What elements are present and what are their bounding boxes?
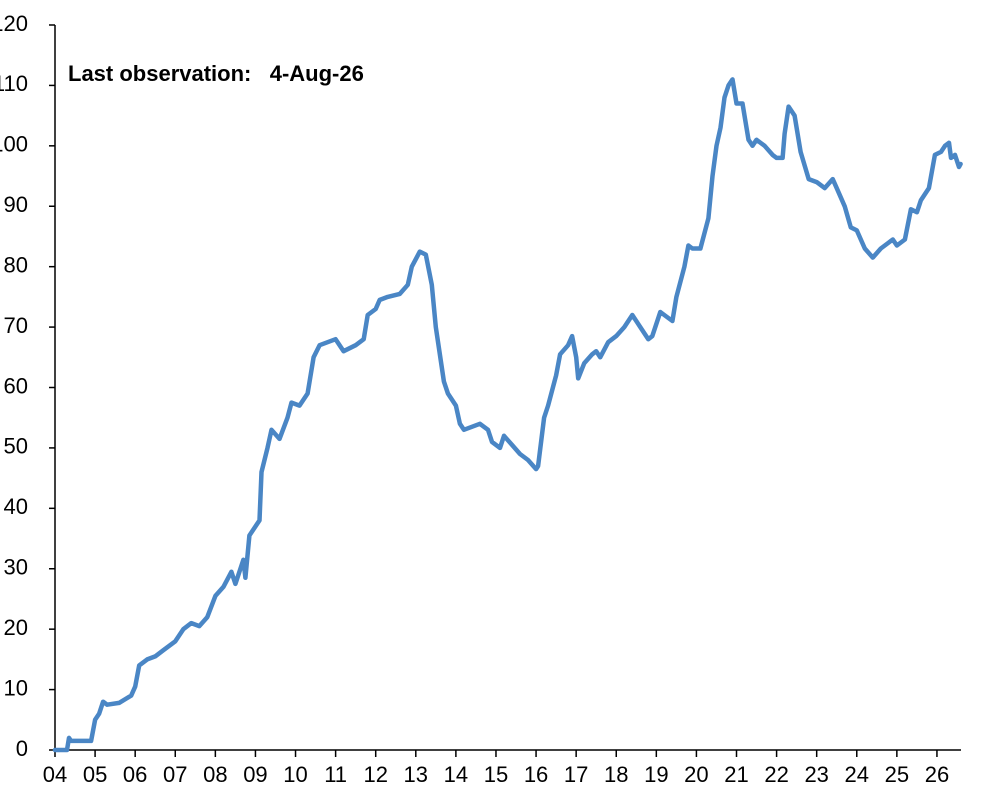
- x-tick-label: 23: [804, 762, 828, 787]
- y-tick-label: 0: [16, 736, 28, 761]
- x-tick-label: 14: [444, 762, 468, 787]
- x-tick-label: 17: [564, 762, 588, 787]
- x-tick-label: 05: [83, 762, 107, 787]
- x-tick-label: 21: [724, 762, 748, 787]
- x-tick-label: 07: [163, 762, 187, 787]
- y-tick-label: 30: [4, 555, 28, 580]
- x-tick-label: 22: [764, 762, 788, 787]
- y-tick-label: 90: [4, 192, 28, 217]
- x-tick-label: 16: [524, 762, 548, 787]
- y-tick-label: 110: [0, 71, 28, 96]
- x-tick-label: 06: [123, 762, 147, 787]
- y-tick-label: 70: [4, 313, 28, 338]
- x-tick-label: 10: [283, 762, 307, 787]
- x-tick-label: 04: [43, 762, 67, 787]
- x-tick-label: 26: [925, 762, 949, 787]
- x-tick-label: 20: [684, 762, 708, 787]
- y-tick-label: 100: [0, 132, 28, 157]
- x-tick-label: 25: [885, 762, 909, 787]
- y-tick-label: 80: [4, 252, 28, 277]
- annotation: Last observation: 4-Aug-26: [68, 61, 364, 86]
- x-tick-label: 15: [484, 762, 508, 787]
- x-tick-label: 24: [845, 762, 869, 787]
- data-line: [52, 77, 963, 753]
- x-tick-label: 11: [324, 762, 347, 787]
- y-tick-label: 50: [4, 434, 28, 459]
- x-tick-label: 12: [363, 762, 387, 787]
- y-tick-label: 20: [4, 615, 28, 640]
- x-tick-label: 09: [243, 762, 267, 787]
- x-tick-label: 19: [644, 762, 668, 787]
- y-tick-label: 10: [4, 675, 28, 700]
- x-tick-label: 08: [203, 762, 227, 787]
- x-tick-label: 18: [604, 762, 628, 787]
- x-tick-label: 13: [404, 762, 428, 787]
- y-tick-label: 60: [4, 373, 28, 398]
- y-tick-label: 120: [0, 11, 28, 36]
- y-tick-label: 40: [4, 494, 28, 519]
